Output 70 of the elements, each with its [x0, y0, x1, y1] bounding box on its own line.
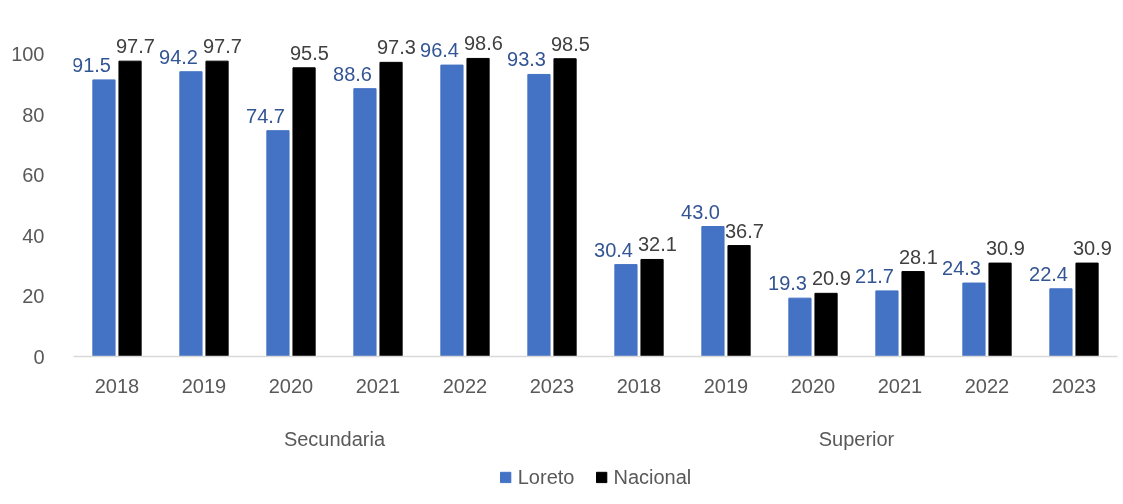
bar: [353, 88, 377, 357]
bar: [727, 245, 751, 357]
y-tick-label: 60: [22, 164, 45, 187]
data-label: 22.4: [1029, 262, 1069, 285]
data-label: 24.3: [942, 257, 982, 280]
bar: [901, 271, 925, 357]
legend-label: Nacional: [613, 465, 692, 489]
bar: [701, 226, 725, 357]
data-label: 96.4: [420, 39, 460, 62]
data-label: 91.5: [72, 53, 112, 76]
x-tick-label: 2022: [442, 374, 488, 397]
bar: [1075, 262, 1099, 357]
bar: [118, 60, 142, 357]
bar: [553, 58, 577, 357]
bar: [527, 73, 551, 357]
text: Superior: [818, 427, 895, 450]
data-label: 95.5: [290, 41, 329, 64]
bar: [962, 282, 986, 357]
bar: [92, 79, 116, 357]
data-label: 93.3: [507, 48, 547, 71]
x-tick-label: 2020: [790, 374, 836, 397]
data-label: 36.7: [725, 219, 764, 242]
x-tick-label: 2022: [964, 374, 1010, 397]
bar: [614, 264, 638, 357]
data-label: 21.7: [855, 264, 895, 287]
bar: [292, 67, 316, 357]
bar: [179, 71, 203, 357]
x-tick-label: 2021: [355, 374, 401, 397]
data-label: 74.7: [246, 104, 286, 127]
data-label: 28.1: [899, 245, 938, 268]
data-label: 30.4: [594, 238, 634, 261]
data-label: 20.9: [812, 267, 851, 290]
x-tick-label: 2023: [1051, 374, 1097, 397]
bar: [440, 64, 464, 357]
data-label: 30.9: [986, 237, 1025, 260]
data-label: 30.9: [1073, 237, 1112, 260]
data-label: 19.3: [768, 272, 808, 295]
y-tick-label: 20: [22, 285, 45, 308]
bar: [466, 57, 490, 357]
x-tick-label: 2023: [529, 374, 575, 397]
bar: [266, 130, 290, 357]
bar: [788, 297, 812, 357]
y-tick-label: 80: [22, 103, 45, 126]
bar: [1049, 288, 1073, 357]
x-tick-label: 2018: [616, 374, 662, 397]
data-label: 98.6: [464, 32, 503, 55]
y-tick-label: 40: [22, 224, 45, 247]
bar: [379, 61, 403, 357]
x-tick-label: 2020: [268, 374, 314, 397]
bar: [205, 60, 229, 357]
bar: [875, 290, 899, 357]
x-tick-label: 2018: [94, 374, 140, 397]
data-label: 98.5: [551, 32, 590, 55]
data-label: 88.6: [333, 62, 373, 85]
data-label: 97.7: [203, 35, 242, 58]
x-tick-label: 2021: [877, 374, 923, 397]
legend-label: Loreto: [517, 465, 575, 489]
data-label: 97.7: [116, 35, 155, 58]
text: Secundaria: [283, 427, 386, 450]
x-tick-label: 2019: [703, 374, 749, 397]
data-label: 32.1: [638, 233, 677, 256]
y-tick-label: 100: [11, 43, 45, 66]
data-label: 97.3: [377, 36, 416, 59]
data-label: 43.0: [681, 200, 721, 223]
y-tick-label: 0: [33, 345, 45, 368]
bar: [640, 258, 664, 357]
x-tick-label: 2019: [181, 374, 227, 397]
bar: [988, 262, 1012, 357]
bar: [814, 292, 838, 357]
data-label: 94.2: [159, 45, 199, 68]
